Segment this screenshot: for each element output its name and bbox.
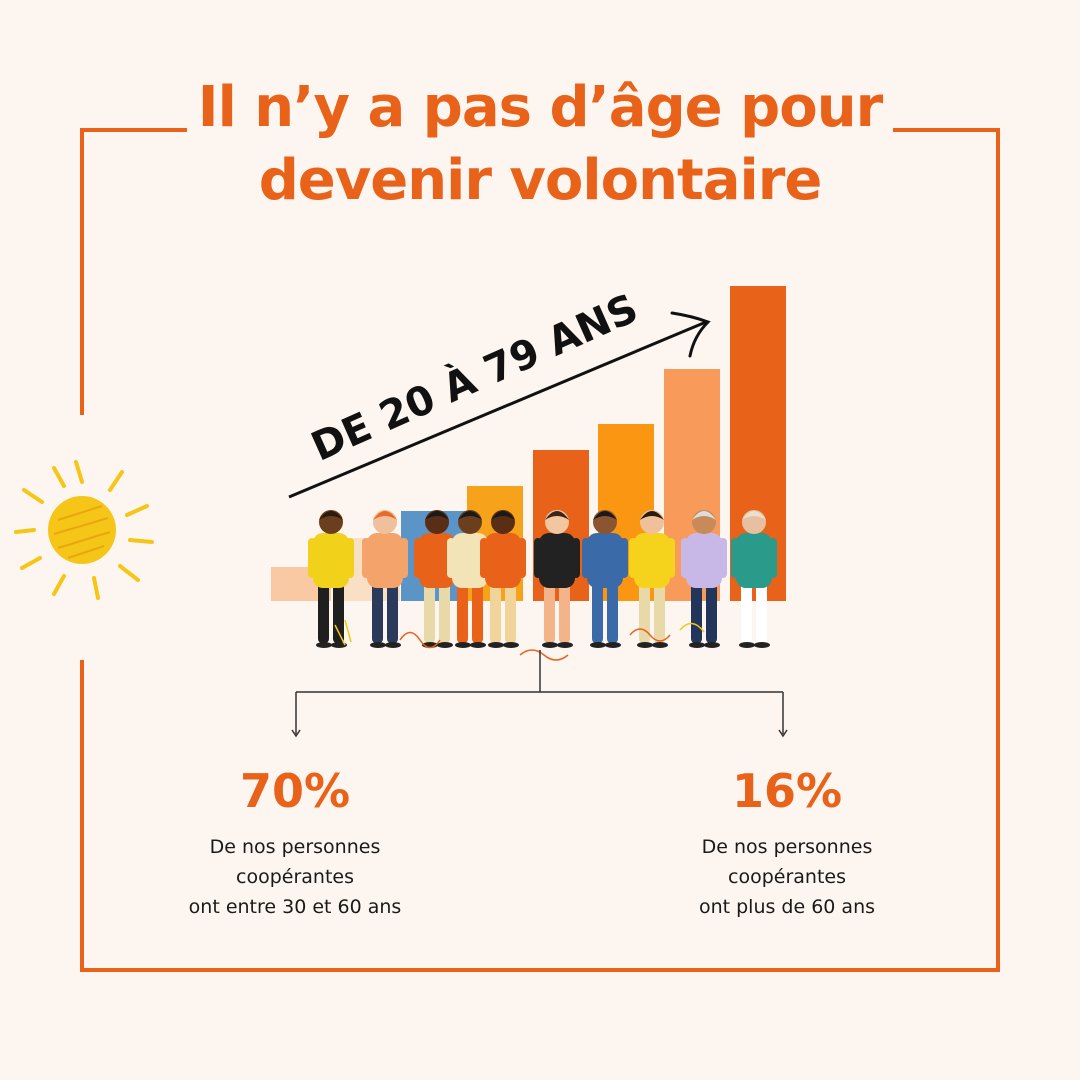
page-title: Il n’y a pas d’âge pour devenir volontai… [140,72,940,218]
frame-left-upper [80,128,84,415]
frame-bottom [80,968,1000,972]
frame-top-right [893,128,1000,132]
person-figure [308,510,354,648]
frame-right [996,128,1000,972]
person-figure [731,510,777,648]
age-range-label: DE 20 À 79 ANS [304,284,645,471]
stat-right: 16% De nos personnes coopérantes ont plu… [617,768,957,922]
person-figure [582,510,628,648]
sun-icon [14,460,154,600]
stat-left-line-3: ont entre 30 et 60 ans [188,896,402,918]
stat-left-line-1: De nos personnes [209,836,381,858]
person-figure [629,510,675,648]
stat-left: 70% De nos personnes coopérantes ont ent… [125,768,465,922]
stat-right-line-1: De nos personnes [701,836,873,858]
stat-right-line-2: coopérantes [728,866,846,888]
frame-left-lower [80,660,84,972]
frame-top-left [80,128,187,132]
title-line-2: devenir volontaire [258,147,823,213]
stat-right-line-3: ont plus de 60 ans [698,896,876,918]
stat-left-line-2: coopérantes [236,866,354,888]
stat-left-percent: 70% [239,764,351,818]
person-figure [362,510,408,648]
person-figure [534,510,580,648]
people-illustration [308,510,777,661]
title-line-1: Il n’y a pas d’âge pour [197,75,883,140]
decorative-squiggles [399,628,671,661]
person-figure [480,510,526,648]
connector-lines [291,650,788,738]
person-figure [681,510,727,648]
arrow-icon [288,311,711,499]
stat-left-description: De nos personnes coopérantes ont entre 3… [125,832,465,922]
person-figure [447,510,493,648]
stat-right-description: De nos personnes coopérantes ont plus de… [617,832,957,922]
stat-right-percent: 16% [731,764,843,818]
